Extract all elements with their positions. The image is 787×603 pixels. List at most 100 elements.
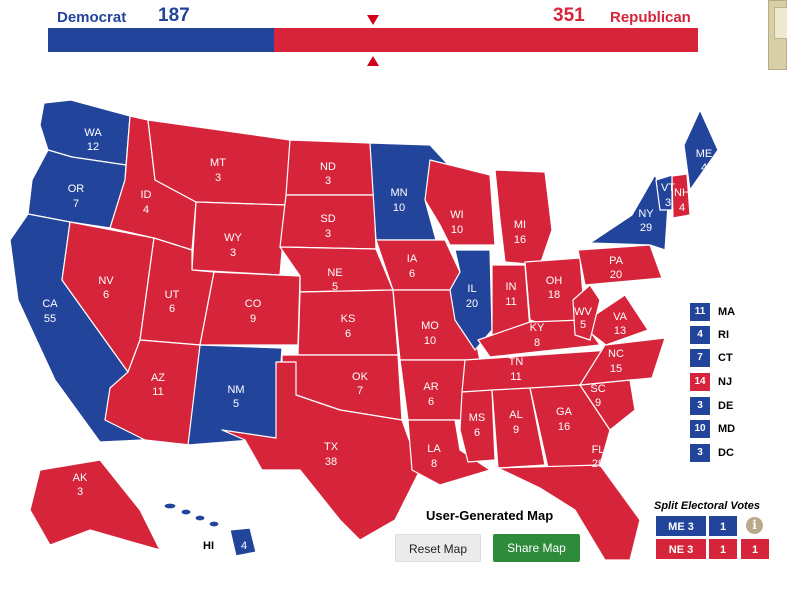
state-label-pa: PA (609, 255, 624, 267)
state-votes-ca: 55 (44, 313, 56, 325)
state-fl[interactable] (497, 464, 641, 561)
small-state-votes[interactable]: 4 (690, 326, 710, 344)
hawaii-island[interactable] (194, 514, 206, 522)
small-state-votes[interactable]: 14 (690, 373, 710, 391)
small-state-name: NJ (718, 376, 733, 388)
republican-label: Republican (610, 9, 691, 26)
small-state-votes[interactable]: 3 (690, 397, 710, 415)
state-votes-la: 8 (431, 458, 437, 470)
state-votes-az: 11 (152, 386, 163, 398)
state-la[interactable] (407, 419, 491, 486)
state-ms[interactable] (459, 389, 496, 463)
state-votes-ga: 16 (558, 421, 570, 433)
state-ga[interactable] (529, 384, 611, 469)
state-pa[interactable] (577, 244, 663, 286)
ne-split-label[interactable]: NE 3 (655, 538, 707, 560)
state-votes-me: 4 (701, 162, 707, 174)
small-state-name: DE (718, 400, 734, 412)
state-label-nc: NC (608, 348, 624, 360)
democrat-total: 187 (158, 5, 190, 26)
state-il[interactable] (449, 249, 493, 351)
state-va[interactable] (579, 294, 649, 346)
state-votes-il: 20 (466, 298, 478, 310)
state-votes-tn: 11 (510, 371, 521, 383)
state-label-mo: MO (421, 320, 439, 332)
state-votes-ok: 7 (357, 385, 363, 397)
state-label-wa: WA (84, 127, 102, 139)
state-wv[interactable] (572, 284, 601, 341)
small-state-row-ma[interactable]: 11 MA (690, 303, 750, 321)
state-label-nv: NV (98, 275, 114, 287)
state-nc[interactable] (579, 337, 666, 386)
small-state-row-de[interactable]: 3 DE (690, 397, 750, 415)
small-state-votes[interactable]: 10 (690, 420, 710, 438)
me-split-label[interactable]: ME 3 (655, 515, 707, 537)
state-votes-ms: 6 (474, 427, 480, 439)
state-label-ak: AK (73, 472, 88, 484)
state-al[interactable] (491, 387, 546, 469)
state-votes-ar: 6 (428, 396, 434, 408)
small-state-votes[interactable]: 3 (690, 444, 710, 462)
small-state-row-ri[interactable]: 4 RI (690, 326, 750, 344)
split-votes-title: Split Electoral Votes (654, 500, 760, 512)
small-state-row-dc[interactable]: 3 DC (690, 444, 750, 462)
state-label-wy: WY (224, 232, 242, 244)
hawaii-island[interactable] (208, 520, 220, 528)
state-votes-id: 4 (143, 204, 149, 216)
state-wi[interactable] (424, 159, 496, 246)
republican-total: 351 (553, 5, 585, 26)
small-state-votes[interactable]: 11 (690, 303, 710, 321)
hawaii-island[interactable] (180, 508, 192, 516)
share-map-button[interactable]: Share Map (493, 534, 580, 562)
state-label-il: IL (467, 283, 476, 295)
state-ak[interactable] (29, 459, 161, 551)
me-split-cell-1[interactable]: 1 (708, 515, 738, 537)
state-nh[interactable] (671, 173, 691, 219)
small-state-name: RI (718, 329, 729, 341)
small-state-votes[interactable]: 7 (690, 349, 710, 367)
state-label-ok: OK (352, 371, 369, 383)
state-mi[interactable] (494, 169, 553, 266)
state-votes-ak: 3 (77, 486, 83, 498)
state-label-hi: HI (203, 540, 214, 552)
state-label-mt: MT (210, 157, 226, 169)
democrat-label: Democrat (57, 9, 127, 26)
state-votes-sd: 3 (325, 228, 331, 240)
state-label-id: ID (141, 189, 152, 201)
state-label-fl: FL (592, 444, 605, 456)
small-state-row-nj[interactable]: 14 NJ (690, 373, 750, 391)
state-votes-vt: 3 (665, 197, 671, 209)
small-state-name: MD (718, 423, 736, 435)
state-me[interactable] (683, 109, 719, 191)
small-state-row-md[interactable]: 10 MD (690, 420, 750, 438)
state-label-ny: NY (638, 208, 654, 220)
state-label-mi: MI (514, 219, 526, 231)
state-label-az: AZ (151, 372, 165, 384)
state-label-mn: MN (390, 187, 407, 199)
state-votes-al: 9 (513, 424, 519, 436)
state-votes-ut: 6 (169, 303, 175, 315)
270-marker-bottom-icon (367, 56, 379, 66)
reset-map-button[interactable]: Reset Map (395, 534, 481, 562)
state-votes-ks: 6 (345, 328, 351, 340)
state-label-nm: NM (227, 384, 244, 396)
state-label-ky: KY (530, 322, 545, 334)
state-votes-tx: 38 (325, 456, 337, 468)
info-icon[interactable]: i (746, 517, 763, 534)
state-votes-mo: 10 (424, 335, 436, 347)
state-votes-mi: 16 (514, 234, 526, 246)
ne-split-cell-1[interactable]: 1 (708, 538, 738, 560)
state-votes-wy: 3 (230, 247, 236, 259)
state-votes-ne: 5 (332, 281, 338, 293)
state-label-ca: CA (42, 298, 58, 310)
state-votes-fl: 29 (592, 458, 604, 470)
state-tx[interactable] (221, 361, 421, 541)
state-label-in: IN (506, 281, 517, 293)
ne-split-cell-2[interactable]: 1 (740, 538, 770, 560)
state-vt[interactable] (655, 174, 673, 211)
state-hi[interactable] (229, 527, 257, 557)
hawaii-island[interactable] (163, 502, 177, 510)
state-votes-co: 9 (250, 313, 256, 325)
small-state-row-ct[interactable]: 7 CT (690, 349, 750, 367)
